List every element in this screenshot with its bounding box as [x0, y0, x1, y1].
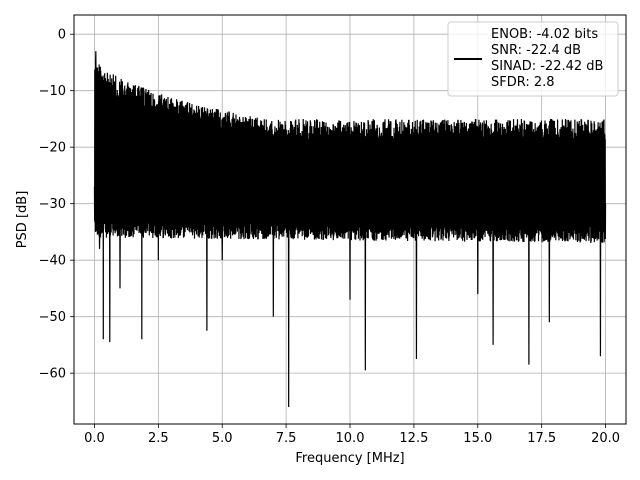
- x-axis-label: Frequency [MHz]: [295, 451, 404, 466]
- y-tick-label: −30: [39, 197, 66, 212]
- legend-snr: SNR: -22.4 dB: [491, 43, 581, 58]
- y-tick-label: −10: [39, 84, 66, 99]
- y-tick-label: 0: [58, 28, 66, 43]
- x-tick-label: 5.0: [212, 431, 233, 446]
- x-tick-label: 2.5: [148, 431, 169, 446]
- legend-enob: ENOB: -4.02 bits: [491, 27, 598, 42]
- y-axis-ticks: 0 −10 −20 −30 −40 −50 −60: [39, 28, 74, 382]
- y-tick-label: −50: [39, 310, 66, 325]
- legend-sfdr: SFDR: 2.8: [491, 75, 555, 90]
- y-tick-label: −20: [39, 141, 66, 156]
- x-axis-ticks: 0.0 2.5 5.0 7.5 10.0 12.5 15.0 17.5 20.0: [84, 424, 620, 446]
- x-tick-label: 15.0: [463, 431, 492, 446]
- x-tick-label: 0.0: [84, 431, 105, 446]
- x-tick-label: 20.0: [591, 431, 620, 446]
- legend: ENOB: -4.02 bits SNR: -22.4 dB SINAD: -2…: [447, 21, 619, 97]
- x-tick-label: 10.0: [336, 431, 365, 446]
- x-tick-label: 17.5: [527, 431, 556, 446]
- x-tick-label: 7.5: [276, 431, 297, 446]
- y-tick-label: −60: [39, 367, 66, 382]
- y-axis-label: PSD [dB]: [15, 191, 30, 249]
- legend-box: [447, 21, 619, 97]
- x-tick-label: 12.5: [399, 431, 428, 446]
- legend-sinad: SINAD: -22.42 dB: [491, 59, 603, 74]
- y-tick-label: −40: [39, 254, 66, 269]
- psd-series-line: [93, 51, 607, 408]
- plot-area: [93, 51, 607, 408]
